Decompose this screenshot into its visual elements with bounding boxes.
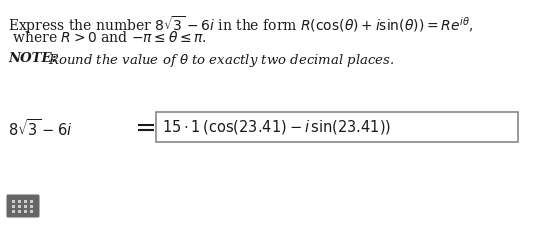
- Text: $8\sqrt{3} - 6i$: $8\sqrt{3} - 6i$: [8, 118, 72, 139]
- FancyBboxPatch shape: [30, 200, 33, 202]
- FancyBboxPatch shape: [24, 200, 27, 202]
- Text: NOTE:: NOTE:: [8, 52, 56, 65]
- Text: $15 \cdot 1\,(\cos(23.41) - i\,\sin(23.41))$: $15 \cdot 1\,(\cos(23.41) - i\,\sin(23.4…: [162, 118, 392, 136]
- FancyBboxPatch shape: [18, 200, 21, 202]
- FancyBboxPatch shape: [12, 200, 15, 202]
- FancyBboxPatch shape: [30, 205, 33, 207]
- FancyBboxPatch shape: [156, 112, 518, 142]
- FancyBboxPatch shape: [18, 205, 21, 207]
- FancyBboxPatch shape: [12, 205, 15, 207]
- FancyBboxPatch shape: [24, 210, 27, 213]
- Text: where $R > 0$ and $-\pi \leq \theta \leq \pi$.: where $R > 0$ and $-\pi \leq \theta \leq…: [8, 30, 207, 45]
- Text: Round the value of $\theta$ to exactly two decimal places.: Round the value of $\theta$ to exactly t…: [44, 52, 394, 69]
- FancyBboxPatch shape: [7, 194, 40, 218]
- FancyBboxPatch shape: [30, 210, 33, 213]
- FancyBboxPatch shape: [24, 205, 27, 207]
- Text: Express the number $8\sqrt{3} - 6i$ in the form $R(\cos(\theta) + i\sin(\theta)): Express the number $8\sqrt{3} - 6i$ in t…: [8, 14, 473, 36]
- FancyBboxPatch shape: [18, 210, 21, 213]
- FancyBboxPatch shape: [12, 210, 15, 213]
